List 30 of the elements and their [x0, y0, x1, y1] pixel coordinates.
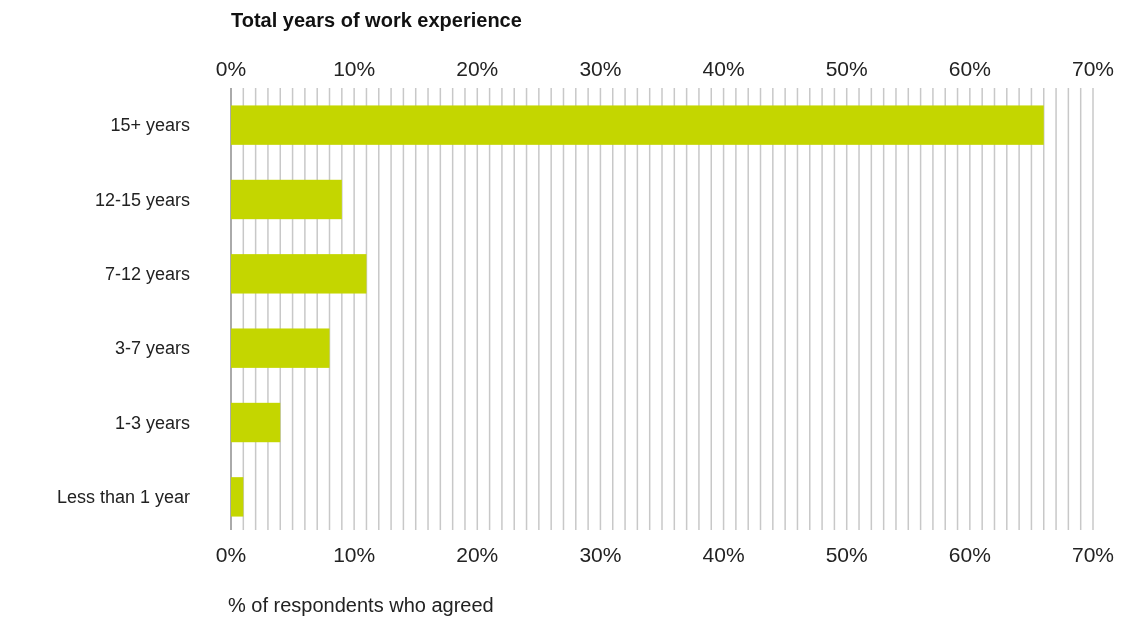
x2-tick-label: 30% [579, 543, 622, 566]
x-tick-label: 30% [579, 57, 622, 80]
x2-tick-label: 70% [1071, 543, 1115, 566]
x2-tick-label: 10% [333, 543, 376, 566]
x-tick-label: 0% [215, 57, 247, 80]
x2-tick-label: 60% [948, 543, 991, 566]
y-tick-label: 12-15 years [94, 189, 190, 210]
x-axis-title: % of respondents who agreed [228, 594, 494, 616]
chart-title: Total years of work experience [231, 9, 522, 31]
x2-tick-label: 50% [825, 543, 868, 566]
x-tick-label: 60% [948, 57, 991, 80]
x-tick-label: 70% [1071, 57, 1115, 80]
y-tick-label: 1-3 years [114, 412, 190, 433]
bar [231, 477, 244, 517]
bar [231, 402, 281, 443]
y-tick-label: 3-7 years [114, 338, 190, 359]
x2-tick-label: 20% [456, 543, 499, 566]
x-tick-label: 20% [456, 57, 499, 80]
bar [231, 105, 1044, 145]
y-tick-label: 15+ years [110, 115, 190, 136]
x2-tick-label: 40% [702, 543, 745, 566]
x-tick-label: 10% [333, 57, 376, 80]
x-tick-label: 50% [825, 57, 868, 80]
bar [231, 254, 367, 294]
y-tick-label: Less than 1 year [56, 487, 190, 508]
x-tick-label: 40% [702, 57, 745, 80]
bar [231, 328, 330, 368]
y-tick-label: 7-12 years [104, 264, 190, 285]
x2-tick-label: 0% [215, 543, 247, 566]
bar [231, 179, 342, 220]
